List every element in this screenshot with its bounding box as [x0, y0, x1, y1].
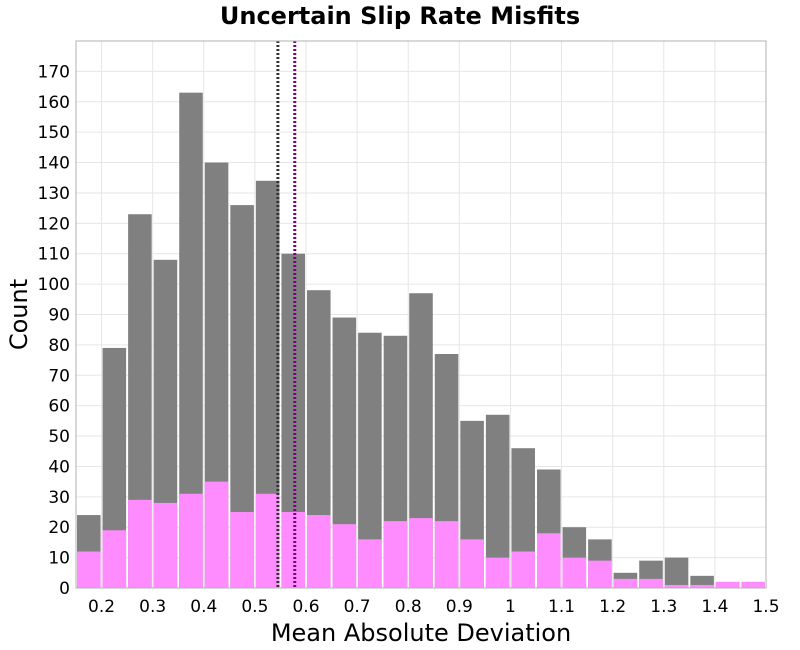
x-tick-label: 1.5	[752, 597, 779, 617]
bar-subset	[204, 481, 229, 588]
y-axis-label: Count	[5, 279, 33, 350]
y-tick-label: 80	[48, 336, 70, 356]
y-tick-label: 40	[48, 457, 70, 477]
bar-total	[281, 253, 305, 588]
bar-subset	[358, 539, 382, 588]
chart-title: Uncertain Slip Rate Misfits	[219, 2, 581, 30]
x-tick-label: 0.5	[241, 597, 268, 617]
reference-lines	[276, 41, 297, 588]
y-tick-label: 90	[48, 306, 70, 326]
y-tick-label: 100	[38, 275, 70, 295]
x-tick-label: 1.2	[599, 597, 626, 617]
x-tick-label: 1	[505, 597, 516, 617]
x-tick-label: 0.3	[139, 597, 166, 617]
bar-subset	[179, 493, 203, 588]
bar-subset	[639, 578, 663, 588]
x-tick-label: 1.1	[548, 597, 575, 617]
bar-subset	[537, 533, 561, 588]
x-tick-labels: 0.2 0.3 0.4 0.5 0.6 0.7 0.8 0.9 1 1.1 1.2 1.3 1.4 1.5	[88, 597, 779, 617]
bar-subset	[77, 551, 101, 588]
bar-subset	[281, 512, 305, 588]
y-tick-label: 140	[38, 154, 70, 174]
x-tick-label: 0.9	[446, 597, 473, 617]
bar-subset	[460, 539, 484, 588]
bar-subset	[690, 584, 714, 588]
y-tick-label: 20	[48, 518, 70, 538]
y-tick-label: 70	[48, 366, 70, 386]
x-tick-label: 0.4	[190, 597, 217, 617]
x-axis-label: Mean Absolute Deviation	[271, 619, 571, 647]
bar-subset	[434, 521, 459, 588]
bar-subset	[613, 578, 638, 588]
bar-total	[102, 347, 127, 588]
y-tick-label: 10	[48, 549, 70, 569]
y-tick-label: 0	[59, 579, 70, 599]
y-tick-label: 120	[38, 214, 70, 234]
bar-total	[128, 214, 152, 588]
bar-subset	[307, 515, 331, 588]
y-tick-label: 50	[48, 427, 70, 447]
bar-subset	[332, 524, 357, 588]
bar-subset	[128, 499, 152, 588]
bar-subset	[409, 518, 433, 588]
x-tick-label: 0.6	[292, 597, 319, 617]
bar-total	[179, 92, 203, 589]
bar-subset	[485, 557, 510, 588]
bar-subset	[741, 581, 765, 588]
bar-total	[664, 557, 689, 588]
bar-subset	[511, 551, 535, 588]
bars	[77, 92, 765, 589]
plot-frame	[75, 40, 767, 589]
bar-total	[409, 293, 433, 588]
y-tick-labels: 0 10 20 30 40 50 60 70 80 90 100 110 120 130 140 150 160…	[38, 62, 70, 599]
y-tick-label: 160	[38, 93, 70, 113]
y-tick-label: 130	[38, 184, 70, 204]
bar-subset	[588, 560, 612, 588]
x-tick-label: 0.2	[88, 597, 115, 617]
y-tick-label: 170	[38, 62, 70, 82]
bar-total	[230, 205, 254, 588]
y-tick-label: 30	[48, 488, 70, 508]
bar-total	[485, 414, 510, 588]
bar-subset	[153, 502, 178, 588]
x-tick-label: 1.4	[701, 597, 728, 617]
y-tick-label: 110	[38, 245, 70, 265]
y-tick-label: 150	[38, 123, 70, 143]
bar-total	[307, 290, 331, 588]
bar-total	[358, 332, 382, 588]
bar-total	[332, 317, 357, 588]
x-tick-label: 0.7	[344, 597, 371, 617]
bar-subset	[664, 584, 689, 588]
x-tick-label: 1.3	[650, 597, 677, 617]
bar-subset	[230, 512, 254, 588]
x-tick-label: 0.8	[395, 597, 422, 617]
bar-total	[255, 180, 280, 589]
bar-subset	[562, 557, 587, 588]
bar-subset	[383, 521, 408, 588]
bar-subset	[255, 493, 280, 588]
y-tick-label: 60	[48, 397, 70, 417]
bar-subset	[102, 530, 127, 588]
bar-subset	[715, 581, 740, 588]
